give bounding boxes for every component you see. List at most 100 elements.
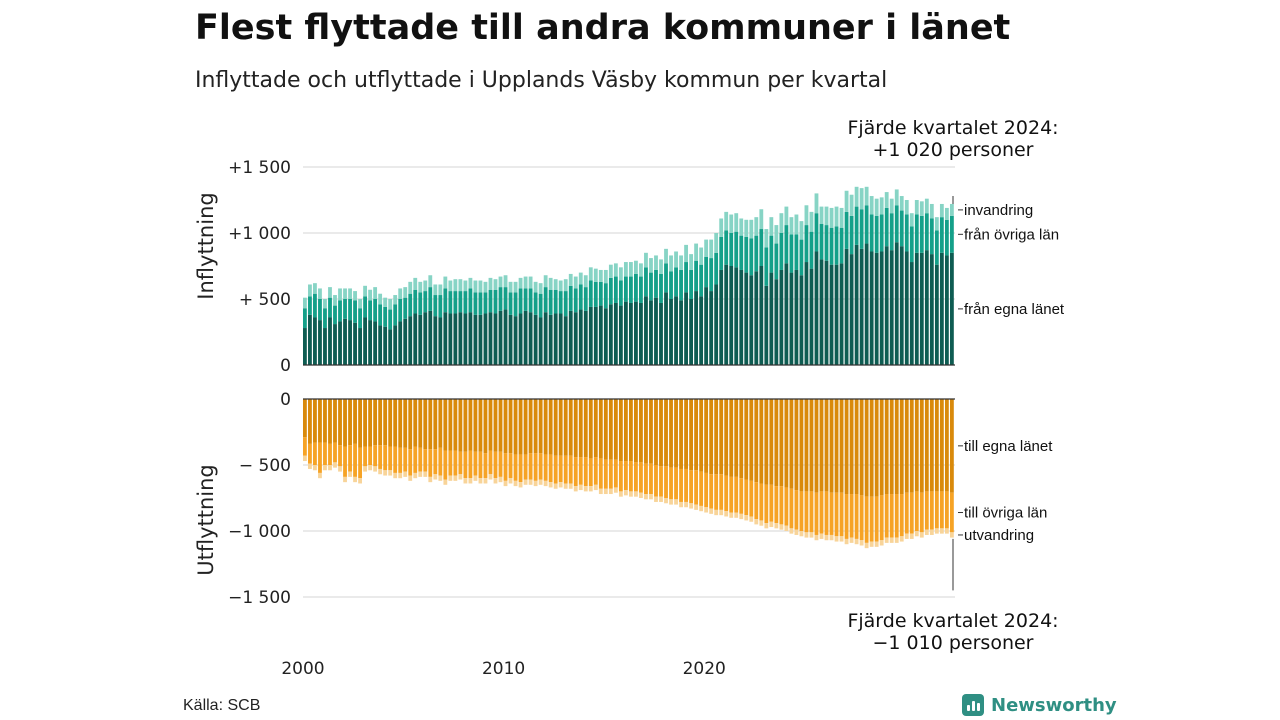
bar-inflow-2 xyxy=(568,273,573,286)
bar-inflow-2 xyxy=(739,218,744,236)
bar-inflow-2 xyxy=(629,262,633,277)
bar-inflow-1 xyxy=(558,291,563,314)
bar-outflow-0 xyxy=(623,399,628,462)
bar-outflow-0 xyxy=(899,399,904,495)
bar-inflow-2 xyxy=(869,196,874,215)
bar-outflow-2 xyxy=(634,491,638,497)
bar-outflow-0 xyxy=(949,399,954,493)
bar-inflow-1 xyxy=(769,235,774,273)
bar-inflow-1 xyxy=(819,223,824,260)
y-tick-label-bottom: − 500 xyxy=(239,456,291,476)
bar-inflow-0 xyxy=(623,301,628,365)
bar-inflow-1 xyxy=(623,276,628,302)
bar-inflow-1 xyxy=(348,299,352,321)
bar-outflow-2 xyxy=(343,476,347,483)
bar-outflow-1 xyxy=(629,461,633,492)
bar-inflow-0 xyxy=(754,271,759,365)
bar-outflow-1 xyxy=(558,455,563,483)
bar-outflow-0 xyxy=(889,399,894,495)
bar-inflow-0 xyxy=(588,306,593,365)
bar-outflow-1 xyxy=(323,442,327,465)
bar-outflow-1 xyxy=(353,443,357,477)
bar-inflow-1 xyxy=(423,291,428,313)
bar-outflow-2 xyxy=(403,471,408,477)
bar-outflow-1 xyxy=(603,459,608,489)
bar-outflow-0 xyxy=(618,399,623,462)
bar-outflow-0 xyxy=(639,399,643,463)
bar-outflow-2 xyxy=(764,523,769,529)
bar-inflow-1 xyxy=(834,226,839,265)
bar-outflow-1 xyxy=(348,445,352,472)
bar-outflow-1 xyxy=(939,491,944,529)
bar-outflow-0 xyxy=(403,399,408,448)
bar-inflow-0 xyxy=(814,251,819,365)
bar-inflow-0 xyxy=(944,255,949,365)
bar-outflow-2 xyxy=(398,472,403,479)
bar-inflow-2 xyxy=(423,280,428,292)
bar-outflow-0 xyxy=(473,399,478,452)
bar-inflow-2 xyxy=(849,194,854,216)
bar-inflow-1 xyxy=(568,285,573,311)
bar-outflow-2 xyxy=(699,505,704,512)
x-tick-label: 2010 xyxy=(482,659,525,679)
bar-outflow-0 xyxy=(674,399,678,468)
bar-outflow-0 xyxy=(583,399,588,458)
bar-outflow-2 xyxy=(618,491,623,497)
bar-inflow-1 xyxy=(854,206,859,245)
bar-outflow-1 xyxy=(779,486,784,525)
bar-inflow-2 xyxy=(473,280,478,293)
bar-outflow-1 xyxy=(789,488,794,529)
bar-inflow-2 xyxy=(859,188,864,210)
bar-outflow-0 xyxy=(934,399,939,492)
bar-outflow-1 xyxy=(749,480,754,517)
bar-inflow-2 xyxy=(453,279,458,292)
bar-inflow-0 xyxy=(914,252,919,365)
bar-outflow-2 xyxy=(608,488,613,495)
bar-inflow-1 xyxy=(578,284,583,310)
bar-outflow-0 xyxy=(538,399,543,454)
bar-outflow-2 xyxy=(583,486,588,492)
bar-outflow-1 xyxy=(859,495,864,541)
bar-outflow-1 xyxy=(719,474,724,510)
bar-inflow-0 xyxy=(874,252,879,365)
bar-inflow-2 xyxy=(804,205,809,226)
bar-inflow-0 xyxy=(413,313,418,365)
bar-outflow-2 xyxy=(518,482,523,488)
bar-inflow-0 xyxy=(839,263,844,365)
bar-outflow-2 xyxy=(448,475,453,481)
bar-outflow-1 xyxy=(754,482,759,520)
bar-outflow-2 xyxy=(623,490,628,496)
bar-outflow-0 xyxy=(393,399,398,447)
bar-inflow-1 xyxy=(764,247,769,286)
bar-outflow-0 xyxy=(548,399,553,455)
bar-outflow-0 xyxy=(839,399,844,493)
bar-inflow-1 xyxy=(699,264,704,297)
chart-subtitle: Inflyttade och utflyttade i Upplands Väs… xyxy=(195,68,888,93)
bar-outflow-0 xyxy=(498,399,503,452)
bar-outflow-0 xyxy=(528,399,533,454)
bar-outflow-2 xyxy=(378,468,383,475)
bar-inflow-1 xyxy=(789,234,794,273)
bar-inflow-2 xyxy=(563,279,568,292)
bar-inflow-1 xyxy=(729,233,734,266)
bar-outflow-0 xyxy=(523,399,528,455)
bar-outflow-2 xyxy=(503,480,508,487)
bar-inflow-1 xyxy=(724,230,729,265)
bar-outflow-2 xyxy=(849,537,854,543)
y-tick-label-bottom: −1 000 xyxy=(228,522,291,542)
bar-inflow-0 xyxy=(553,313,558,365)
bar-outflow-2 xyxy=(513,480,518,487)
bar-outflow-1 xyxy=(573,457,578,487)
bar-outflow-2 xyxy=(844,538,849,545)
bar-inflow-0 xyxy=(483,313,488,365)
bar-outflow-0 xyxy=(789,399,794,489)
bar-inflow-0 xyxy=(909,262,914,365)
bar-inflow-1 xyxy=(383,306,388,327)
bar-inflow-0 xyxy=(924,250,929,365)
bar-outflow-2 xyxy=(859,540,864,546)
bar-inflow-0 xyxy=(558,313,563,365)
bar-outflow-0 xyxy=(804,399,809,492)
bar-outflow-1 xyxy=(428,449,433,477)
bar-outflow-0 xyxy=(909,399,914,493)
bar-outflow-2 xyxy=(674,499,678,505)
